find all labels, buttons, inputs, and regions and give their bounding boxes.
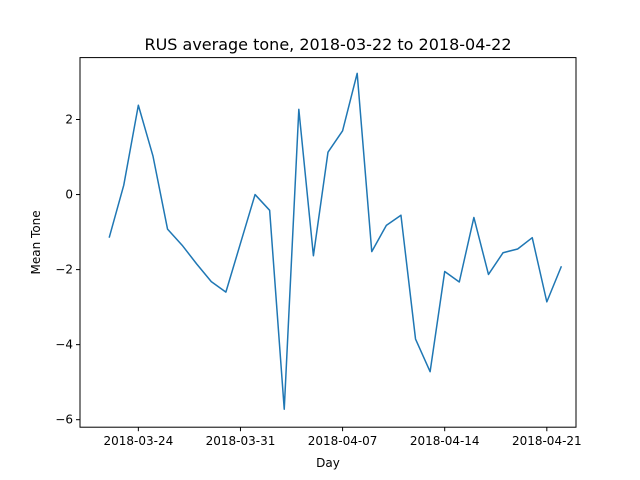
y-tick-label: −6 [55, 413, 73, 427]
y-tick-label: 2 [65, 113, 73, 127]
x-axis-label: Day [316, 456, 340, 470]
x-tick-label: 2018-03-24 [103, 434, 173, 448]
x-axis: 2018-03-24 2018-03-31 2018-04-07 2018-04-14… [103, 427, 582, 448]
y-axis: 2 0 −2 −4 −6 [55, 113, 80, 427]
chart-title: RUS average tone, 2018-03-22 to 2018-04-… [144, 35, 511, 54]
y-tick-label: 0 [65, 188, 73, 202]
plot-area [108, 72, 563, 410]
plot-frame [79, 57, 577, 428]
series-line-0 [108, 72, 563, 410]
x-tick-label: 2018-04-14 [410, 434, 480, 448]
y-tick-label: −2 [55, 263, 73, 277]
x-tick-label: 2018-03-31 [206, 434, 276, 448]
y-tick-label: −4 [55, 338, 73, 352]
x-tick-label: 2018-04-07 [308, 434, 378, 448]
x-tick-label: 2018-04-21 [512, 434, 582, 448]
y-axis-label: Mean Tone [29, 210, 43, 274]
